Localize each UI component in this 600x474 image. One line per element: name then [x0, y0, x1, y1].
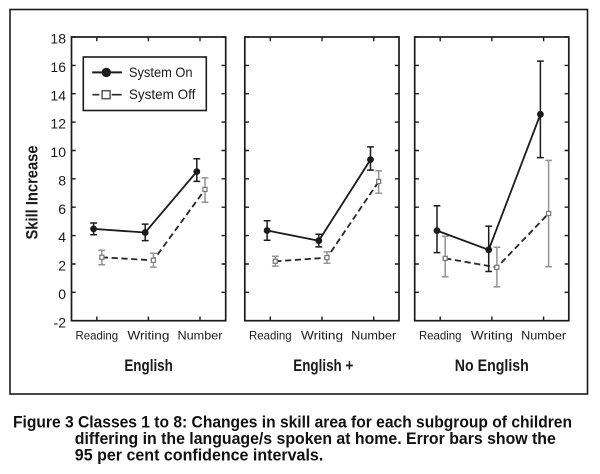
svg-text:Reading: Reading [76, 329, 119, 343]
svg-text:Writing: Writing [127, 329, 169, 343]
svg-text:Skill Increase: Skill Increase [22, 146, 41, 240]
svg-text:95 per cent confidence interva: 95 per cent confidence intervals. [75, 445, 323, 464]
svg-text:English: English [124, 357, 173, 375]
svg-text:2: 2 [58, 258, 66, 274]
svg-text:18: 18 [50, 31, 66, 47]
svg-text:Reading: Reading [249, 329, 292, 343]
svg-text:14: 14 [50, 87, 66, 103]
svg-text:English +: English + [293, 357, 353, 375]
svg-text:Writing: Writing [301, 329, 343, 343]
svg-text:6: 6 [58, 201, 66, 217]
svg-text:10: 10 [50, 144, 66, 160]
svg-text:System Off: System Off [129, 87, 196, 102]
svg-text:Figure 3 Classes 1 to 8: Chang: Figure 3 Classes 1 to 8: Changes in skil… [13, 412, 572, 431]
svg-text:-2: -2 [54, 314, 67, 330]
svg-text:System On: System On [129, 65, 193, 80]
svg-text:16: 16 [50, 59, 66, 75]
svg-text:Number: Number [178, 329, 223, 343]
svg-text:Reading: Reading [419, 329, 462, 343]
svg-text:12: 12 [50, 116, 66, 132]
svg-text:Number: Number [351, 329, 396, 343]
svg-text:8: 8 [58, 172, 66, 188]
svg-text:No English: No English [455, 357, 529, 375]
svg-text:0: 0 [58, 286, 66, 302]
svg-text:Writing: Writing [471, 329, 513, 343]
svg-text:differing in the language/s sp: differing in the language/s spoken at ho… [75, 429, 556, 448]
svg-text:4: 4 [58, 229, 66, 245]
svg-text:Number: Number [521, 329, 566, 343]
